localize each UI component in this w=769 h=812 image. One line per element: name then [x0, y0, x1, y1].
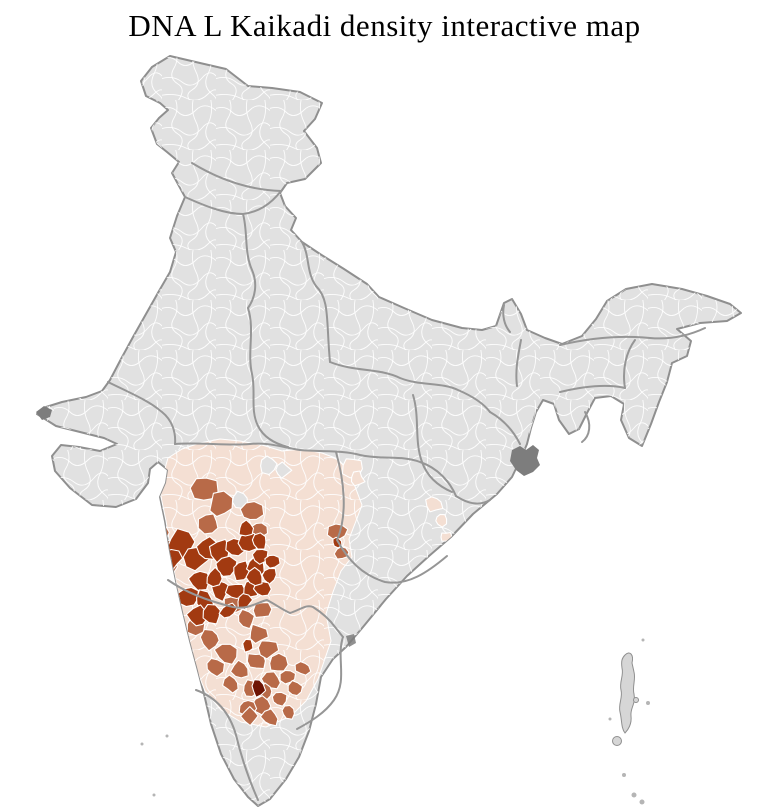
- district-cell-medium[interactable]: [199, 628, 220, 652]
- district-cell-medium[interactable]: [281, 704, 295, 720]
- district-cell-high[interactable]: [251, 532, 267, 550]
- district-cell-high[interactable]: [206, 566, 223, 588]
- andaman-islet: [633, 697, 639, 703]
- district-cell-medium[interactable]: [294, 661, 312, 676]
- district-cell-high[interactable]: [238, 519, 255, 537]
- district-cell-low[interactable]: [425, 496, 444, 513]
- district-cell-high[interactable]: [215, 555, 238, 577]
- district-cell-medium[interactable]: [197, 513, 219, 535]
- andaman-islet: [646, 701, 650, 705]
- district-cell-medium[interactable]: [239, 501, 265, 521]
- district-cell-none[interactable]: [260, 455, 278, 476]
- islands: [140, 638, 650, 805]
- district-cell-high[interactable]: [177, 586, 199, 608]
- district-cell-peak[interactable]: [251, 679, 267, 698]
- district-cell-high[interactable]: [202, 603, 221, 625]
- andaman-islands: [619, 652, 636, 734]
- nicobar-islet: [639, 799, 645, 805]
- district-cell-medium[interactable]: [213, 643, 238, 665]
- district-cell-high[interactable]: [237, 593, 254, 610]
- district-cell-none[interactable]: [275, 461, 293, 479]
- district-cell-medium[interactable]: [271, 691, 288, 707]
- district-cell-high[interactable]: [242, 638, 254, 653]
- andaman-islet: [641, 638, 645, 642]
- nicobar-islet: [622, 773, 626, 777]
- district-cell-medium[interactable]: [287, 680, 304, 697]
- district-cell-medium[interactable]: [249, 623, 269, 645]
- district-cell-medium[interactable]: [257, 640, 280, 660]
- district-cell-medium[interactable]: [269, 652, 289, 672]
- district-cell-medium[interactable]: [222, 674, 239, 694]
- district-cell-high[interactable]: [245, 566, 263, 587]
- district-cell-medium[interactable]: [259, 708, 279, 727]
- district-cell-high[interactable]: [187, 570, 210, 591]
- district-cell-medium[interactable]: [189, 477, 219, 501]
- reservoir-patch: [346, 634, 356, 647]
- state-borders: [107, 162, 706, 801]
- district-cell-low[interactable]: [435, 513, 448, 528]
- delta-patches: [36, 406, 540, 647]
- district-borders-mesh: [37, 56, 741, 806]
- sundarbans-delta-patch: [510, 445, 540, 476]
- district-cell-high[interactable]: [264, 554, 281, 569]
- district-cell-medium[interactable]: [229, 659, 249, 679]
- lakshadweep-islet: [165, 734, 169, 738]
- district-cell-medium[interactable]: [237, 608, 255, 630]
- little-andaman-island: [612, 736, 622, 746]
- andaman-islet: [608, 717, 612, 721]
- district-cell-medium[interactable]: [240, 706, 259, 727]
- lakshadweep-islet: [152, 793, 156, 797]
- district-cell-low[interactable]: [440, 531, 453, 542]
- kutch-tip-patch: [36, 406, 52, 420]
- district-cell-low[interactable]: [350, 470, 366, 487]
- district-cell-medium[interactable]: [206, 657, 226, 678]
- nicobar-islet: [631, 792, 637, 798]
- district-cell-medium[interactable]: [209, 490, 234, 518]
- page-title: DNA L Kaikadi density interactive map: [128, 8, 641, 43]
- lakshadweep-islet: [140, 742, 144, 746]
